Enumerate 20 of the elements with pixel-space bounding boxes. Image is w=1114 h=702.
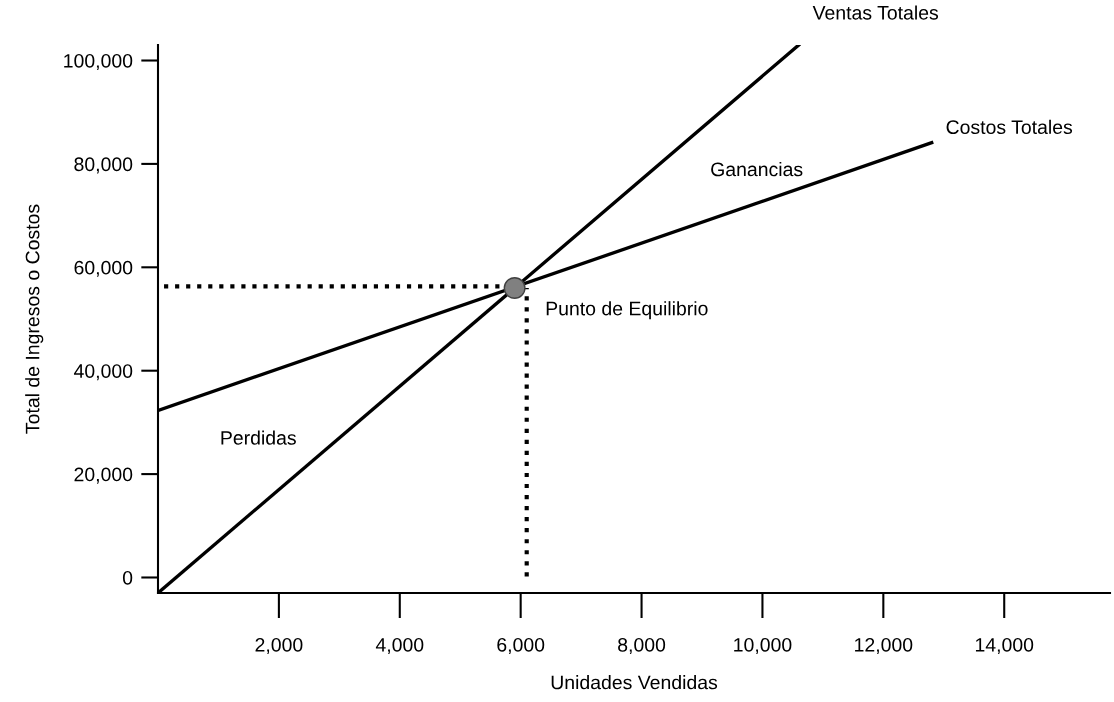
y-tick-label: 60,000 — [74, 260, 133, 277]
annotation: Costos Totales — [946, 119, 1073, 135]
y-tick-label: 40,000 — [73, 364, 133, 381]
x-axis-title: Unidades Vendidas — [551, 675, 718, 690]
annotation: Perdidas — [221, 430, 296, 445]
x-tick-label: 4,000 — [375, 637, 424, 655]
y-tick-label: 20,000 — [74, 467, 133, 484]
y-axis-title: Total de Ingresos o Costos — [25, 204, 44, 434]
y-tick-label: 0 — [122, 570, 133, 585]
x-tick-label: 10,000 — [734, 637, 792, 655]
x-tick-label: 2,000 — [255, 637, 303, 655]
y-tick-label: 100,000 — [64, 53, 133, 71]
annotation: Ventas Totales — [812, 5, 939, 20]
annotation: Punto de Equilibrio — [546, 301, 708, 320]
x-tick-label: 8,000 — [618, 637, 666, 655]
x-tick-label: 6,000 — [497, 637, 545, 655]
x-tick-label: 12,000 — [855, 637, 913, 655]
annotation: Ganancias — [711, 161, 803, 177]
y-tick-label: 80,000 — [74, 157, 133, 174]
x-tick-label: 14,000 — [975, 637, 1034, 655]
